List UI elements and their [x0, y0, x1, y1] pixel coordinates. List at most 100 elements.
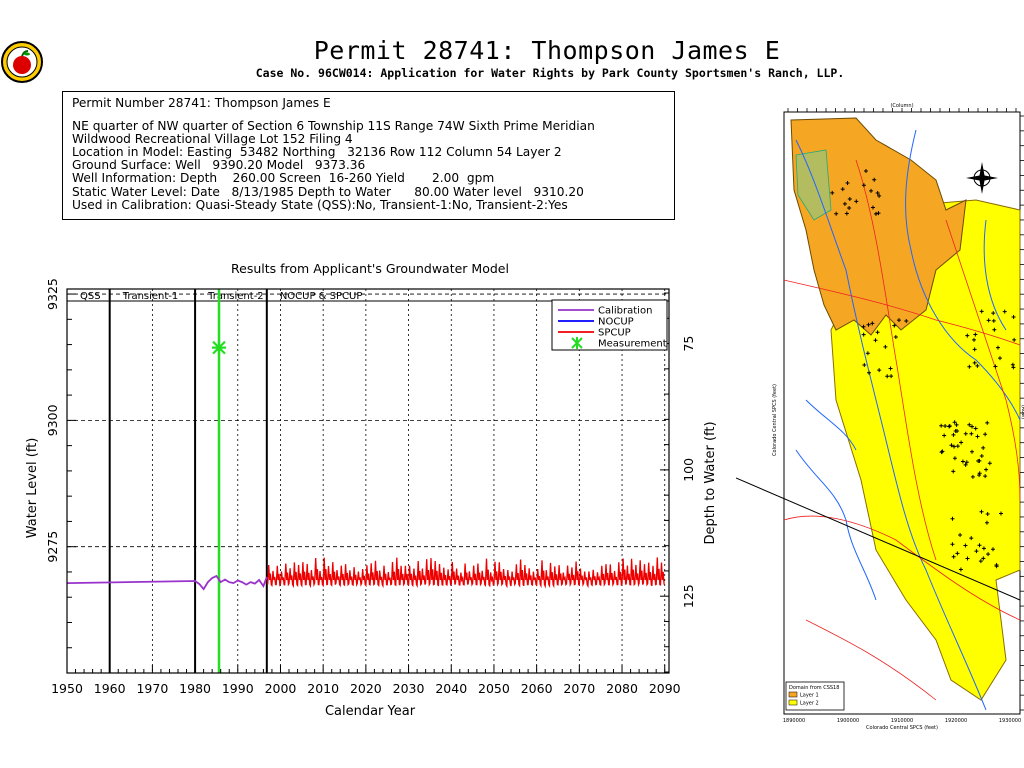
north-arrow-icon [966, 162, 998, 194]
map-legend-swatch-layer2 [788, 699, 798, 706]
well-marker [861, 332, 866, 337]
period-label: QSS [80, 291, 101, 302]
well-marker [960, 459, 965, 464]
calibration-line [66, 574, 268, 591]
info-calibration: Used in Calibration: Quasi-Steady State … [72, 197, 568, 212]
well-marker [986, 318, 991, 323]
well-marker [870, 205, 875, 210]
permit-info-box: Permit Number 28741: Thompson James E NE… [62, 91, 675, 220]
chart-series [66, 289, 665, 673]
map-bottom-axis-label: Colorado Central SPCS (feet) [866, 725, 938, 731]
river-line [983, 219, 1007, 331]
plot-frame [66, 288, 670, 674]
well-marker [984, 520, 989, 525]
well-marker [985, 512, 990, 517]
river-line [795, 449, 877, 601]
well-marker [983, 432, 988, 437]
well-marker [952, 420, 957, 425]
well-marker [877, 193, 882, 198]
river-line [805, 399, 857, 451]
measurement-point [211, 340, 226, 355]
well-marker [963, 543, 968, 548]
y2-tick-label: 100 [681, 458, 696, 482]
well-marker [845, 181, 850, 186]
period-label: Transient-1 [122, 291, 179, 302]
x-tick-label: 1950 [51, 681, 83, 696]
well-marker [963, 462, 968, 467]
well-marker [994, 563, 999, 568]
well-marker [972, 360, 977, 365]
well-marker [958, 567, 963, 572]
info-subdivision: Wildwood Recreational Village Lot 152 Fi… [72, 132, 353, 147]
legend-marker [571, 337, 583, 349]
well-marker [974, 549, 979, 554]
well-marker [965, 333, 970, 338]
map-row-label: (Row) [1020, 405, 1024, 419]
well-marker [992, 327, 997, 332]
x-tick-label: 2070 [563, 681, 595, 696]
well-marker [979, 509, 984, 514]
legend-label: Calibration [598, 306, 652, 317]
well-marker [1002, 309, 1007, 314]
map-legend-swatch-layer1 [788, 691, 798, 698]
info-section: NE quarter of NW quarter of Section 6 To… [72, 119, 595, 134]
info-well: Well Information: Depth 260.00 Screen 16… [72, 171, 495, 186]
well-marker [950, 542, 955, 547]
well-marker [892, 323, 897, 328]
x-tick-label: 2060 [521, 681, 553, 696]
well-marker [867, 370, 872, 375]
well-marker [844, 211, 849, 216]
well-marker [862, 362, 867, 367]
well-marker [1012, 337, 1017, 342]
well-marker [952, 444, 957, 449]
well-marker [893, 335, 898, 340]
well-marker [955, 551, 960, 556]
x-tick-label: 1990 [222, 681, 254, 696]
cross-section-line [736, 477, 1021, 601]
well-marker [842, 201, 847, 206]
well-marker [979, 453, 984, 458]
well-marker [952, 456, 957, 461]
well-marker [865, 351, 870, 356]
well-marker [834, 211, 839, 216]
well-marker [951, 432, 956, 437]
page-subtitle: Case No. 96CW014: Application for Water … [255, 66, 845, 80]
well-marker [963, 431, 968, 436]
well-marker [981, 445, 986, 450]
y-tick-label: 9275 [45, 531, 60, 563]
well-marker [863, 169, 868, 174]
y2-tick-label: 125 [681, 584, 696, 608]
well-marker [975, 363, 980, 368]
map-legend-layer1: Layer 1 [800, 693, 819, 699]
map-left-axis-label: Colorado Central SPCS (feet) [772, 384, 778, 456]
well-marker [975, 434, 980, 439]
well-marker [943, 424, 948, 429]
x-tick-label: 1970 [136, 681, 168, 696]
well-marker [977, 543, 982, 548]
well-marker [977, 473, 982, 478]
legend-label: Measurement [598, 339, 667, 350]
well-marker [967, 422, 972, 427]
well-marker [942, 433, 947, 438]
map-bottom-tick-label: 1900000 [837, 718, 859, 724]
well-marker [951, 554, 956, 559]
well-marker [979, 309, 984, 314]
road-line [855, 159, 937, 561]
well-marker [951, 469, 956, 474]
x-tick-label: 2000 [265, 681, 297, 696]
well-marker [997, 356, 1002, 361]
well-marker [981, 556, 986, 561]
x-axis-label: Calendar Year [325, 704, 416, 719]
well-marker [958, 532, 963, 537]
well-marker [1011, 365, 1016, 370]
well-marker [1011, 314, 1016, 319]
well-marker [875, 191, 880, 196]
well-marker [978, 559, 983, 564]
well-marker [861, 324, 866, 329]
legend-box [551, 299, 668, 351]
well-marker [986, 552, 991, 557]
y2-tick-label: 75 [681, 336, 696, 352]
well-marker [977, 458, 982, 463]
y2-axis-label: Depth to Water (ft) [703, 421, 718, 544]
